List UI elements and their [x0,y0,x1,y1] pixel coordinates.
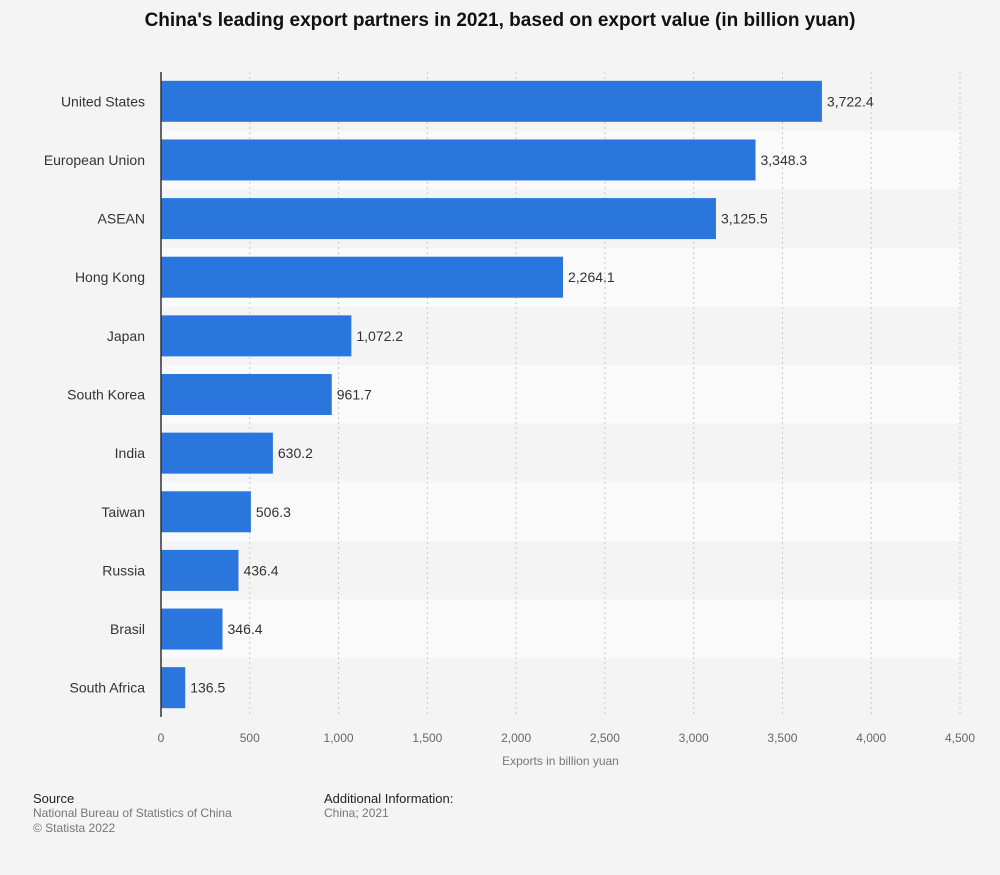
x-tick-label: 500 [240,731,260,745]
category-label: India [115,445,146,461]
additional-info-text: China; 2021 [324,806,389,820]
row-band [161,599,960,659]
bar [161,608,223,650]
source-heading: Source [33,791,75,806]
x-tick-label: 2,000 [501,731,531,745]
chart-title: China's leading export partners in 2021,… [144,10,856,31]
bars [161,80,822,709]
copyright-text: © Statista 2022 [33,821,116,835]
value-label: 346.4 [228,621,263,637]
row-band [161,482,960,542]
x-tick-label: 4,500 [945,731,975,745]
x-tick-label: 1,500 [412,731,442,745]
x-tick-label: 3,500 [767,731,797,745]
bar [161,256,564,298]
row-band [161,423,960,483]
category-labels: United States European Union ASEAN Hong Kon… [44,93,145,695]
category-label: European Union [44,152,145,168]
value-label: 506.3 [256,504,291,520]
x-axis-title: Exports in billion yuan [502,754,619,768]
value-label: 961.7 [337,387,372,403]
value-label: 630.2 [278,445,313,461]
row-band [161,541,960,600]
bar [161,315,352,357]
additional-info-block: Additional Information: China; 2021 [324,791,453,821]
additional-info-heading: Additional Information: [324,791,454,806]
category-label: Hong Kong [75,269,145,285]
x-tick-label: 0 [158,731,165,745]
bar [161,667,186,709]
category-label: United States [61,93,145,109]
value-label: 3,125.5 [721,211,768,227]
value-label: 2,264.1 [568,269,615,285]
value-label: 1,072.2 [356,328,403,344]
bar [161,198,716,240]
source-name: National Bureau of Statistics of China [33,806,232,820]
value-label: 136.5 [190,680,225,696]
bar [161,491,251,533]
x-axis-ticks: 0 500 1,000 1,500 2,000 2,500 3,000 3,500 4,000 4… [158,731,976,745]
category-label: Taiwan [101,504,145,520]
x-tick-label: 4,000 [856,731,886,745]
value-label: 3,348.3 [761,152,808,168]
category-label: South Africa [70,680,146,696]
x-tick-label: 2,500 [590,731,620,745]
category-label: Russia [102,562,145,578]
x-tick-label: 1,000 [324,731,354,745]
bar [161,432,273,474]
category-label: ASEAN [98,211,145,227]
x-tick-label: 3,000 [679,731,709,745]
category-label: South Korea [67,387,145,403]
source-block: Source National Bureau of Statistics of … [33,791,232,836]
value-label: 436.4 [243,562,278,578]
category-label: Japan [107,328,145,344]
value-labels: 3,722.4 3,348.3 3,125.5 2,264.1 1,072.2 961.7… [190,93,874,695]
value-label: 3,722.4 [827,93,874,109]
category-label: Brasil [110,621,145,637]
bar [161,80,822,122]
bar [161,549,239,591]
bar [161,374,332,415]
row-band [161,658,960,717]
bar [161,139,756,181]
